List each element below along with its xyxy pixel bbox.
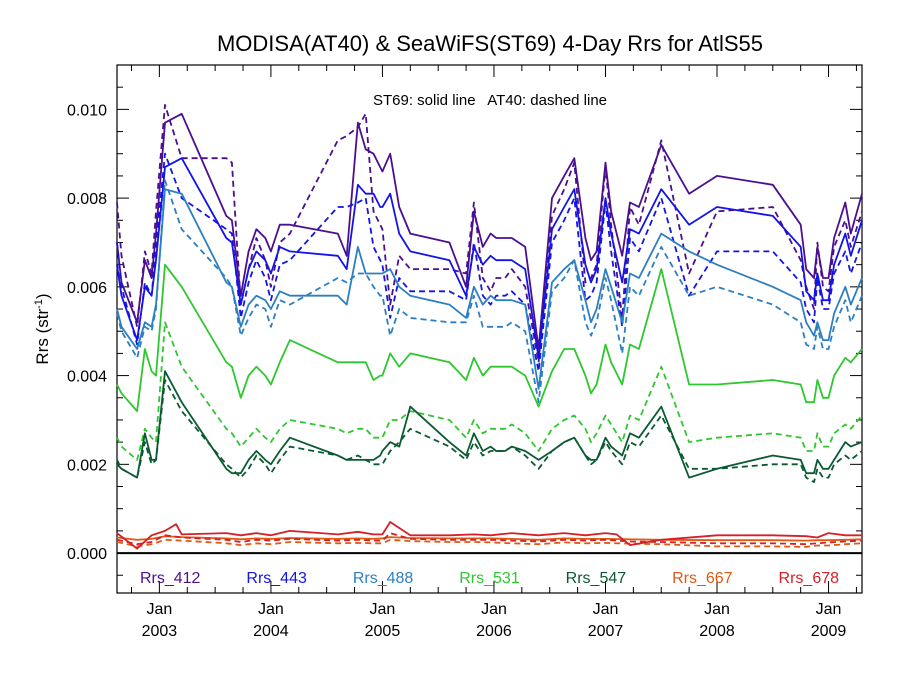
legend-item-rrs-531: Rrs_531 [459,570,520,587]
x-tick-year: 2009 [811,623,847,640]
x-axis-ticks: Jan 2003 Jan 2004 Jan 2005 Jan 2006 Jan 2007 Jan 20… [130,65,857,640]
x-tick-year: 2005 [365,623,401,640]
series-line-rrs-531-solid [116,263,863,413]
series-line-rrs-678-solid [116,521,862,550]
x-tick-month: Jan [704,601,730,618]
x-tick-month: Jan [481,601,507,618]
series-line-rrs-667-solid [116,535,863,542]
x-tick-year: 2008 [699,623,735,640]
x-tick-year: 2006 [476,623,512,640]
chart-title: MODISA(AT40) & SeaWiFS(ST69) 4-Day Rrs f… [217,31,763,56]
plot-frame [116,64,863,594]
x-tick-month: Jan [593,601,619,618]
series-line-rrs-678-dashed [116,532,863,546]
y-axis-label: Rrs (str-1) [33,293,52,364]
series-line-rrs-412-solid [116,112,863,350]
y-tick-label: 0.004 [67,369,107,386]
series-line-rrs-547-solid [116,370,863,479]
legend-item-rrs-412: Rrs_412 [140,570,201,587]
series-line-rrs-531-dashed [116,321,863,461]
line-style-annotation: ST69: solid line AT40: dashed line [373,92,607,109]
x-tick-month: Jan [816,601,842,618]
series-line-rrs-667-dashed [116,538,863,548]
x-tick-month: Jan [146,601,172,618]
legend: Rrs_412 Rrs_443 Rrs_488 Rrs_531 Rrs_547 Rrs_6… [140,570,839,587]
series-line-rrs-488-dashed [116,179,863,404]
y-tick-label: 0.010 [67,102,107,119]
series-line-rrs-443-dashed [116,152,863,373]
y-tick-label: 0.002 [67,457,107,474]
legend-item-rrs-678: Rrs_678 [779,570,840,587]
legend-item-rrs-547: Rrs_547 [566,570,627,587]
x-tick-year: 2003 [142,623,178,640]
y-axis-ticks: 0.000 0.002 0.004 0.006 0.008 0.010 [67,86,862,576]
x-tick-year: 2007 [588,623,624,640]
x-tick-year: 2004 [253,623,289,640]
series-line-rrs-412-dashed [116,104,863,364]
y-tick-label: 0.006 [67,280,107,297]
x-tick-month: Jan [370,601,396,618]
legend-item-rrs-667: Rrs_667 [672,570,733,587]
legend-item-rrs-488: Rrs_488 [353,570,414,587]
series-lines [116,104,863,550]
series-line-rrs-488-solid [116,188,863,390]
y-tick-label: 0.008 [67,191,107,208]
legend-item-rrs-443: Rrs_443 [246,570,307,587]
series-line-rrs-443-solid [116,157,863,359]
x-tick-month: Jan [258,601,284,618]
y-tick-label: 0.000 [67,546,107,563]
series-line-rrs-547-dashed [116,379,863,484]
